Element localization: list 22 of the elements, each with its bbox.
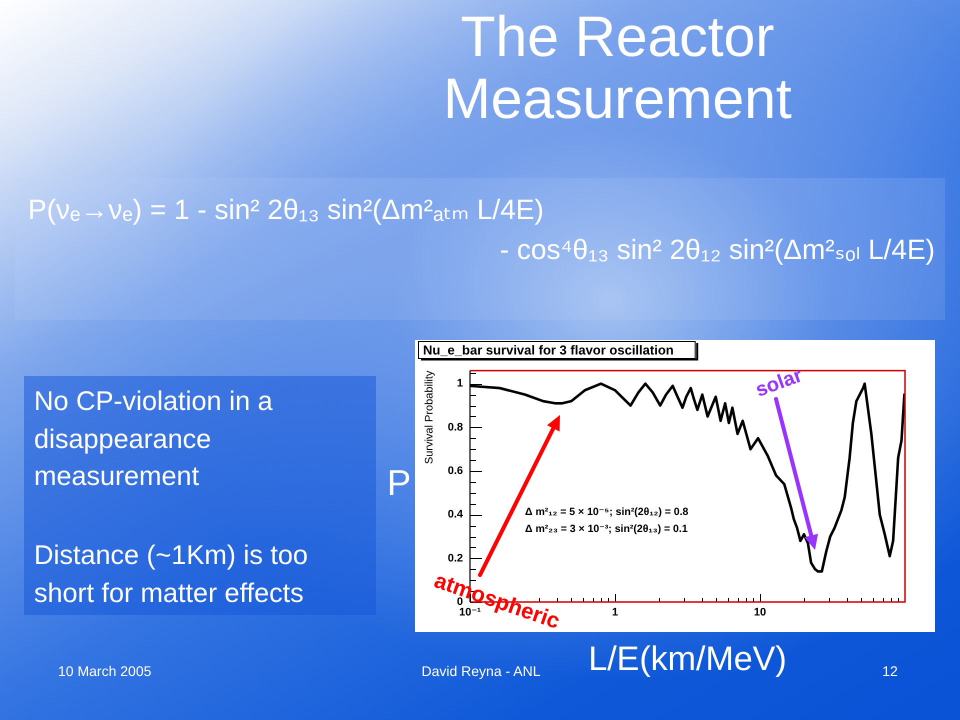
text: No CP-violation in a disappearance measurement: [34, 385, 274, 493]
annotation: Δ m²₁₂ = 5 × 10⁻⁵; sin²(2θ₁₂) = 0.8: [525, 505, 688, 519]
annotation: solar: [752, 364, 806, 402]
text: - cos⁴θ₁₃ sin² 2θ₁₂ sin²(Δm²ₛₒₗ L/4E): [500, 233, 935, 267]
y-axis-title: Survival Probability: [424, 370, 436, 464]
y-tick-label: 0.4: [448, 508, 464, 521]
x-axis-title: L/E(km/MeV): [588, 640, 787, 678]
x-tick-label: 1: [612, 606, 618, 619]
chart-title: Nu_e_bar survival for 3 flavor oscillation: [423, 342, 674, 358]
annotation: Δ m²₂₃ = 3 × 10⁻³; sin²(2θ₁₃) = 0.1: [525, 522, 688, 536]
y-tick-label: 0.2: [448, 552, 463, 564]
text: The Reactor Measurement: [442, 5, 793, 131]
text: David Reyna - ANL: [420, 662, 542, 680]
y-tick-label: 0.6: [448, 465, 463, 478]
text: P: [387, 462, 412, 503]
text: 12: [881, 662, 899, 680]
x-tick-label: 10: [754, 606, 766, 619]
text: P(νₑ→νₑ) = 1 - sin² 2θ₁₃ sin²(Δm²ₐₜₘ L/4E): [28, 193, 544, 227]
text: 10 March 2005: [58, 662, 152, 680]
y-tick-label: 0.8: [448, 421, 463, 434]
y-tick-label: 1: [456, 378, 463, 390]
text: Distance (~1Km) is too short for matter effects: [34, 539, 309, 610]
